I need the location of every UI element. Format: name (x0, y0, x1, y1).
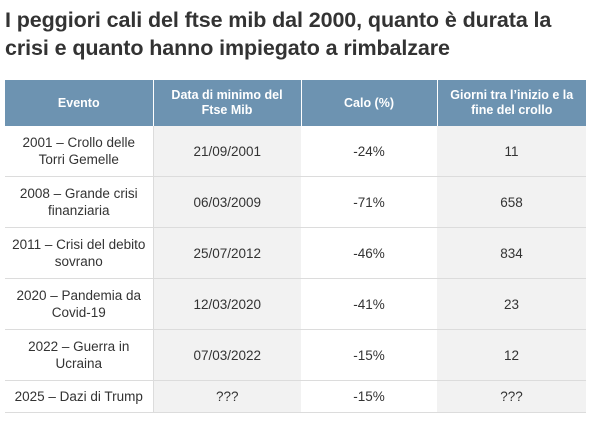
table-header-row: Evento Data di minimo del Ftse Mib Calo … (5, 80, 586, 126)
cell-calo: -41% (301, 278, 437, 330)
cell-giorni: 12 (437, 329, 586, 381)
cell-giorni: 23 (437, 278, 586, 330)
cell-calo: -15% (301, 380, 437, 413)
cell-data-minimo: ??? (153, 380, 301, 413)
cell-giorni: ??? (437, 380, 586, 413)
cell-calo: -46% (301, 227, 437, 279)
cell-giorni: 11 (437, 126, 586, 177)
cell-data-minimo: 07/03/2022 (153, 329, 301, 381)
cell-data-minimo: 12/03/2020 (153, 278, 301, 330)
cell-evento: 2011 – Crisi del debito sovrano (5, 227, 154, 279)
cell-data-minimo: 25/07/2012 (153, 227, 301, 279)
table-row: 2020 – Pandemia da Covid-19 12/03/2020 -… (5, 278, 586, 330)
column-header-evento: Evento (5, 80, 154, 126)
cell-evento: 2020 – Pandemia da Covid-19 (5, 278, 154, 330)
cell-data-minimo: 06/03/2009 (153, 176, 301, 228)
cell-data-minimo: 21/09/2001 (153, 126, 301, 177)
page-title: I peggiori cali del ftse mib dal 2000, q… (5, 8, 552, 60)
cell-evento: 2001 – Crollo delle Torri Gemelle (5, 126, 154, 177)
column-header-data-minimo: Data di minimo del Ftse Mib (153, 80, 302, 126)
table-row: 2008 – Grande crisi finanziaria 06/03/20… (5, 176, 586, 228)
crash-table: Evento Data di minimo del Ftse Mib Calo … (5, 80, 586, 413)
cell-giorni: 658 (437, 176, 586, 228)
column-header-calo: Calo (%) (301, 80, 438, 126)
table-row: 2001 – Crollo delle Torri Gemelle 21/09/… (5, 126, 586, 177)
cell-evento: 2025 – Dazi di Trump (5, 380, 154, 413)
cell-evento: 2008 – Grande crisi finanziaria (5, 176, 154, 228)
cell-giorni: 834 (437, 227, 586, 279)
table-row: 2025 – Dazi di Trump ??? -15% ??? (5, 380, 586, 413)
column-header-giorni: Giorni tra l’inizio e la fine del crollo (437, 80, 586, 126)
cell-calo: -24% (301, 126, 437, 177)
table-row: 2022 – Guerra in Ucraina 07/03/2022 -15%… (5, 329, 586, 381)
cell-calo: -71% (301, 176, 437, 228)
table-row: 2011 – Crisi del debito sovrano 25/07/20… (5, 227, 586, 279)
cell-calo: -15% (301, 329, 437, 381)
cell-evento: 2022 – Guerra in Ucraina (5, 329, 154, 381)
